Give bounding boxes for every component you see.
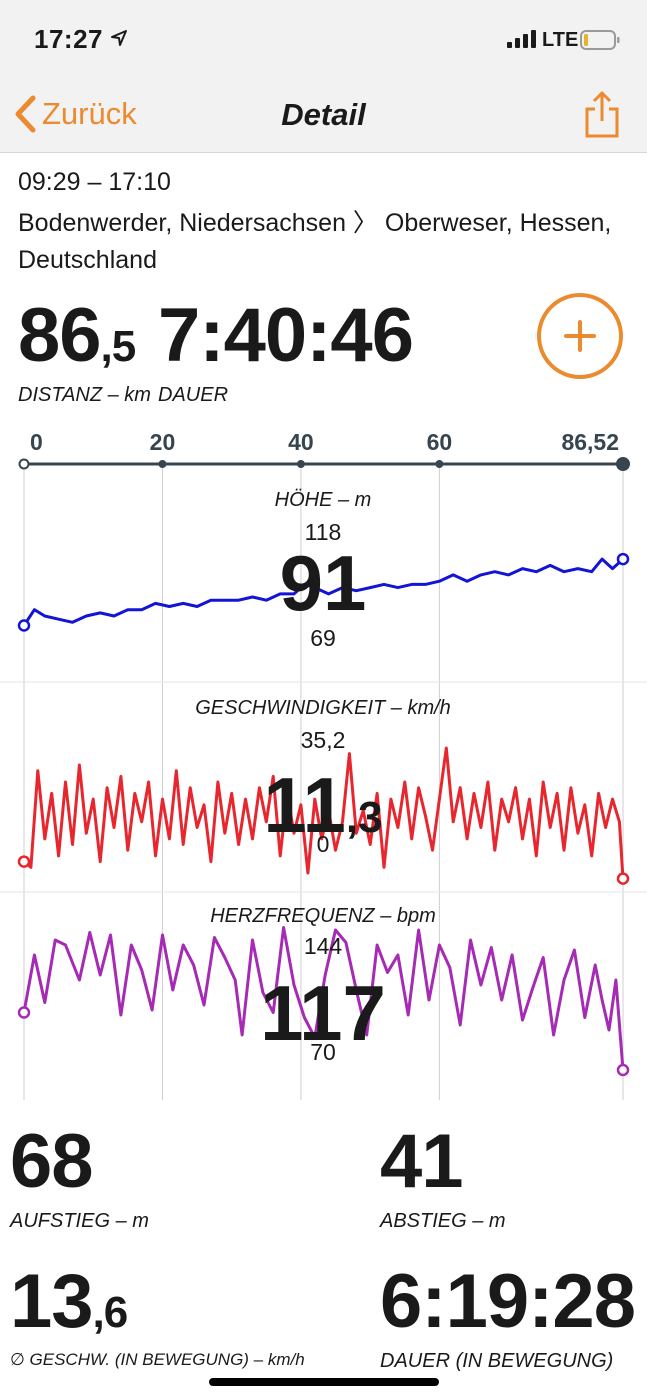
avg-speed-decimal: ,6 [92,1288,129,1337]
heart-series-line [22,926,625,1071]
x-axis-tick-dot [158,460,167,468]
distance-decimal: ,5 [100,322,137,371]
distance-value: 86,5 [18,292,137,379]
elevation-max-label: 118 [305,519,342,545]
heart-start-point [17,1006,31,1019]
elevation-panel-title: HÖHE – m [275,489,372,511]
x-axis-tick-label: 60 [427,429,453,455]
x-axis-tick-label: 20 [150,429,176,455]
x-axis-tick-dot [616,457,630,471]
heart-max-label: 144 [304,933,343,959]
elevation-min-label: 69 [310,625,336,651]
back-button-label: Zurück [42,96,137,131]
page-title: Detail [281,97,366,132]
speed-current-value: 11,3 [263,761,382,849]
battery-icon [580,30,620,50]
status-time: 17:27 [34,24,103,54]
descent-label: ABSTIEG – m [380,1210,506,1232]
trip-route: Bodenwerder, Niedersachsen 〉 Oberweser, … [18,209,612,274]
descent-value: 41 [380,1119,464,1204]
elevation-start-point [17,619,31,632]
signal-strength-icon [507,30,536,48]
x-axis-tick-label: 0 [30,429,43,455]
elevation-current-value: 91 [280,539,367,627]
location-arrow-icon [111,30,127,46]
navigation-bar: Zurück Detail [0,78,647,153]
heart-end-point [616,1063,630,1077]
x-axis-tick-dot [296,460,305,468]
status-bar: 17:27 LTE [0,0,647,78]
speed-min-label: 0 [317,831,330,857]
heart-panel-title: HERZFREQUENZ – bpm [210,905,436,927]
heart-min-label: 70 [310,1039,336,1065]
chevron-left-icon [15,95,36,133]
distance-label: DISTANZ – km [18,384,151,406]
ascent-label: AUFSTIEG – m [10,1210,149,1232]
moving-duration-label: DAUER (IN BEWEGUNG) [380,1350,614,1372]
x-axis-tick-label: 86,52 [561,429,619,455]
speed-start-point [17,855,31,868]
moving-duration-value: 6:19:28 [380,1259,636,1344]
avg-speed-integer: 13 [10,1259,94,1344]
speed-max-label: 35,2 [301,727,346,753]
elevation-series-line [22,557,625,627]
x-axis-tick-dot [435,460,444,468]
ascent-value: 68 [10,1119,94,1204]
speed-panel-title: GESCHWINDIGKEIT – km/h [195,697,451,719]
duration-label: DAUER [158,384,229,406]
x-axis-tick-label: 40 [288,429,314,455]
heart-current-value: 117 [260,969,386,1057]
duration-value: 7:40:46 [158,293,414,378]
add-button[interactable] [536,292,624,380]
speed-series-line [23,746,625,879]
speed-end-point [616,872,630,885]
x-axis-tick-dot [18,458,30,470]
share-icon[interactable] [582,90,622,140]
network-type: LTE [542,29,579,51]
elevation-end-point [616,552,630,566]
avg-speed-label: ∅ GESCHW. (IN BEWEGUNG) – km/h [10,1350,305,1369]
home-indicator [209,1378,439,1386]
back-button[interactable]: Zurück [14,92,137,136]
trip-time-range: 09:29 – 17:10 [18,168,171,196]
avg-speed-value: 13,6 [10,1258,129,1345]
distance-integer: 86 [18,293,102,378]
